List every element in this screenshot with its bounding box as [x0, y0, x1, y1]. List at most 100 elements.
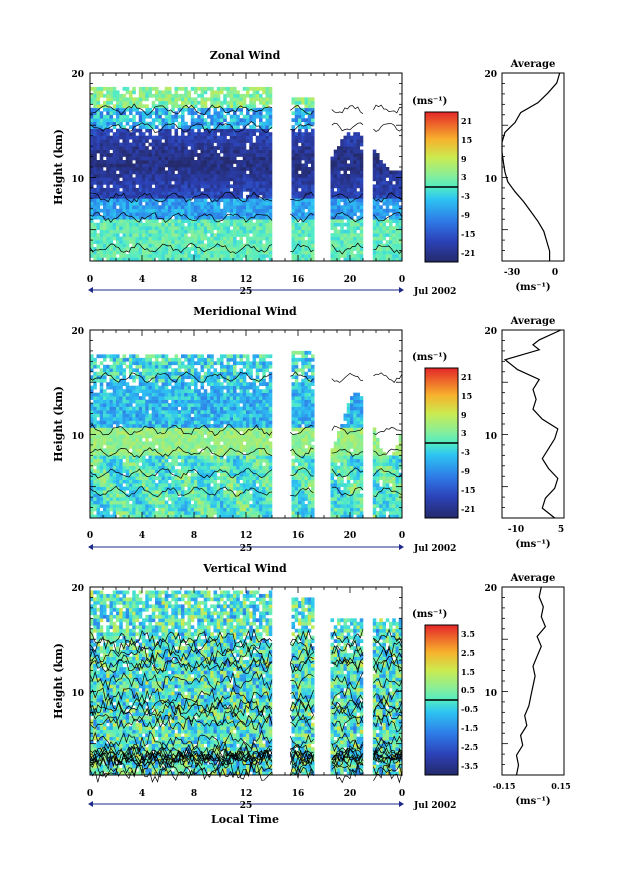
heatmap-cell: [145, 97, 149, 102]
heatmap-cell: [389, 198, 393, 203]
heatmap-cell: [155, 448, 159, 453]
heatmap-cell: [161, 153, 166, 157]
heatmap-cell: [223, 146, 227, 150]
heatmap-cell: [220, 90, 224, 95]
heatmap-cell: [138, 156, 143, 161]
heatmap-cell: [142, 493, 146, 498]
heatmap-cell: [392, 243, 396, 248]
heatmap-cell: [148, 500, 153, 505]
heatmap-cell: [177, 371, 182, 376]
heatmap-cell: [138, 111, 143, 116]
heatmap-cell: [119, 100, 123, 105]
heatmap-cell: [135, 170, 140, 175]
heatmap-cell: [249, 132, 253, 136]
heatmap-cell: [197, 142, 201, 147]
heatmap-cell: [249, 163, 253, 168]
heatmap-cell: [112, 229, 117, 234]
heatmap-cell: [262, 107, 266, 112]
heatmap-cell: [145, 243, 149, 248]
heatmap-cell: [142, 392, 146, 397]
heatmap-cell: [379, 177, 383, 182]
heatmap-cell: [135, 111, 140, 116]
heatmap-cell: [145, 476, 149, 480]
heatmap-cell: [148, 469, 153, 474]
heatmap-cell: [187, 173, 192, 178]
heatmap-cell: [109, 153, 114, 157]
heatmap-cell: [216, 236, 221, 241]
x-tick-label: 4: [139, 275, 145, 285]
heatmap-cell: [330, 184, 335, 189]
heatmap-cell: [148, 254, 153, 258]
heatmap-cell: [109, 222, 114, 227]
heatmap-cell: [138, 191, 143, 196]
heatmap-cell: [161, 111, 166, 116]
heatmap-cell: [294, 226, 299, 230]
heatmap-cell: [155, 483, 159, 487]
heatmap-cell: [301, 250, 305, 255]
heatmap-cell: [190, 437, 195, 442]
heatmap-cell: [259, 146, 263, 150]
heatmap-cell: [161, 424, 166, 428]
heatmap-cell: [174, 135, 179, 140]
heatmap-cell: [96, 187, 101, 192]
heatmap-cell: [122, 243, 127, 248]
heatmap-cell: [333, 191, 338, 196]
heatmap-cell: [181, 417, 185, 421]
heatmap-cell: [395, 226, 400, 230]
heatmap-cell: [116, 107, 120, 112]
heatmap-cell: [359, 208, 364, 213]
heatmap-cell: [174, 430, 179, 435]
heatmap-cell: [207, 257, 211, 262]
heatmap-cell: [259, 128, 263, 133]
heatmap-cell: [90, 448, 94, 453]
heatmap-cell: [116, 146, 120, 150]
heatmap-cell: [116, 507, 120, 512]
heatmap-cell: [138, 93, 143, 98]
heatmap-cell: [203, 139, 208, 143]
heatmap-cell: [116, 121, 120, 126]
heatmap-cell: [164, 128, 169, 133]
heatmap-cell: [125, 173, 130, 178]
heatmap-cell: [304, 139, 309, 143]
heatmap-cell: [116, 173, 120, 178]
heatmap-cell: [99, 437, 104, 442]
heatmap-cell: [307, 104, 312, 109]
heatmap-cell: [93, 215, 97, 220]
heatmap-cell: [171, 229, 175, 234]
heatmap-cell: [132, 107, 136, 112]
heatmap-cell: [138, 167, 143, 171]
heatmap-cell: [116, 483, 120, 487]
heatmap-cell: [93, 357, 97, 362]
heatmap-cell: [171, 507, 175, 512]
heatmap-cell: [119, 104, 123, 109]
heatmap-cell: [177, 240, 182, 244]
heatmap-cell: [164, 354, 169, 359]
heatmap-cell: [112, 180, 117, 185]
heatmap-cell: [151, 243, 156, 248]
heatmap-cell: [359, 194, 364, 199]
x-tick-label: 8: [191, 275, 197, 285]
heatmap-cell: [207, 180, 211, 185]
heatmap-cell: [168, 430, 172, 435]
heatmap-cell: [259, 250, 263, 255]
heatmap-cell: [311, 222, 315, 227]
heatmap-cell: [207, 149, 211, 154]
heatmap-cell: [129, 406, 133, 411]
heatmap-cell: [93, 142, 97, 147]
heatmap-cell: [262, 201, 266, 206]
heatmap-cell: [190, 357, 195, 362]
heatmap-cell: [161, 170, 166, 175]
heatmap-cell: [155, 170, 159, 175]
heatmap-cell: [187, 229, 192, 234]
heatmap-cell: [164, 392, 169, 397]
heatmap-cell: [190, 406, 195, 411]
heatmap-cell: [142, 458, 146, 463]
heatmap-cell: [226, 132, 231, 136]
heatmap-cell: [151, 392, 156, 397]
heatmap-cell: [177, 226, 182, 230]
heatmap-cell: [356, 222, 361, 227]
heatmap-cell: [301, 180, 305, 185]
heatmap-cell: [161, 198, 166, 203]
heatmap-cell: [168, 201, 172, 206]
heatmap-cell: [382, 215, 387, 220]
